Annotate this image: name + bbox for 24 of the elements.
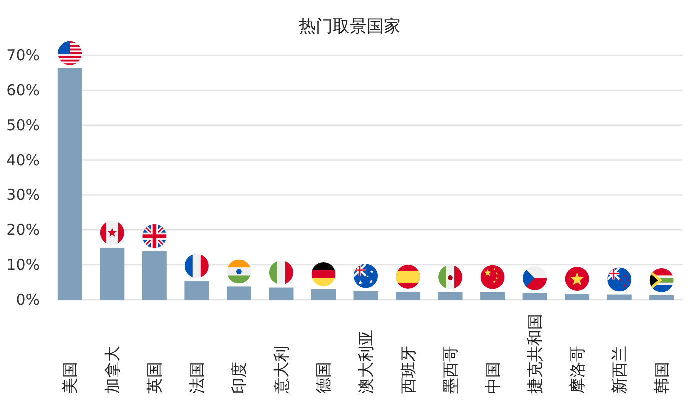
title: 热门取景国家	[299, 17, 401, 37]
x-tick-label: 美国	[60, 362, 80, 394]
y-tick-label: 20%	[6, 221, 40, 240]
y-tick-label: 50%	[6, 116, 40, 134]
y-tick-label: 10%	[6, 256, 40, 274]
x-tick-label: 韩国	[652, 362, 672, 394]
x-tick-label: 德国	[314, 362, 334, 394]
x-tick-label: 西班牙	[398, 346, 418, 394]
x-tick-label: 捷克共和国	[526, 314, 545, 394]
x-tick-label: 新西兰	[610, 346, 630, 394]
y-tick-label: 30%	[6, 186, 40, 204]
y-tick-label: 60%	[6, 81, 40, 100]
x-tick-label: 加拿大	[102, 346, 122, 394]
x-tick-label: 澳大利亚	[356, 330, 376, 394]
x-tick-label: 摩洛哥	[568, 346, 587, 394]
x-tick-label: 中国	[483, 362, 502, 394]
y-tick-label: 70%	[6, 46, 40, 64]
x-tick-label: 墨西哥	[441, 346, 460, 394]
x-tick-label: 法国	[187, 362, 206, 394]
y-tick-label: 0%	[16, 291, 40, 309]
x-tick-label: 意大利	[272, 346, 291, 395]
x-tick-label: 英国	[145, 362, 164, 394]
x-tick-label: 印度	[230, 362, 249, 394]
y-tick-label: 40%	[6, 151, 40, 170]
